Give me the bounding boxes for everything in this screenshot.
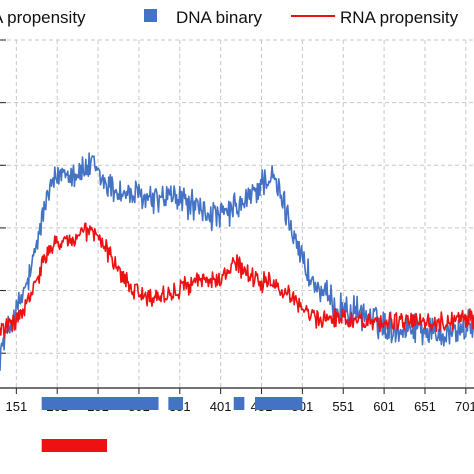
x-tick-label-151: 151 xyxy=(5,399,27,414)
binary-tracks xyxy=(41,397,303,452)
legend-label-rna-propensity: RNA propensity xyxy=(340,8,459,27)
x-tick-label-401: 401 xyxy=(210,399,232,414)
series-line-dna-propensity xyxy=(0,152,474,371)
plot-area xyxy=(0,152,474,371)
track-dna-binary-segment-0 xyxy=(41,397,159,410)
legend-label-dna-propensity: A propensity xyxy=(0,8,86,27)
x-tick-label-651: 651 xyxy=(414,399,436,414)
track-dna-binary-segment-3 xyxy=(254,397,303,410)
x-tick-label-551: 551 xyxy=(332,399,354,414)
x-tick-label-701: 701 xyxy=(455,399,474,414)
track-dna-binary-segment-1 xyxy=(168,397,184,410)
legend: A propensity DNA binary RNA propensity xyxy=(0,8,459,27)
series-line-rna-propensity xyxy=(0,222,474,339)
legend-marker-dna-binary xyxy=(144,9,157,22)
track-rna-binary-segment-0 xyxy=(41,439,108,452)
track-dna-binary-segment-2 xyxy=(233,397,245,410)
x-tick-label-601: 601 xyxy=(373,399,395,414)
legend-label-dna-binary: DNA binary xyxy=(176,8,262,27)
